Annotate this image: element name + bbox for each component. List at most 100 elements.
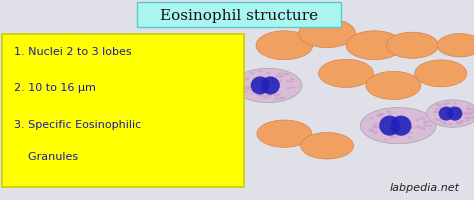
Circle shape — [466, 116, 469, 117]
Circle shape — [402, 127, 405, 128]
Circle shape — [280, 80, 283, 81]
Ellipse shape — [379, 116, 400, 136]
Circle shape — [410, 128, 414, 129]
Circle shape — [401, 126, 406, 128]
Ellipse shape — [299, 20, 356, 48]
Circle shape — [454, 103, 457, 105]
Circle shape — [452, 106, 456, 107]
Circle shape — [277, 99, 281, 100]
Circle shape — [466, 109, 472, 111]
Circle shape — [278, 73, 282, 75]
Ellipse shape — [438, 107, 454, 121]
Circle shape — [457, 111, 463, 114]
Circle shape — [473, 111, 474, 112]
Ellipse shape — [415, 61, 467, 87]
Circle shape — [281, 76, 284, 78]
Circle shape — [256, 80, 259, 82]
Circle shape — [408, 137, 412, 138]
Circle shape — [434, 108, 440, 111]
Circle shape — [403, 121, 408, 122]
Circle shape — [464, 117, 468, 119]
Circle shape — [445, 109, 450, 111]
Circle shape — [389, 128, 393, 130]
Circle shape — [466, 120, 470, 122]
Ellipse shape — [256, 32, 313, 60]
Ellipse shape — [427, 100, 474, 128]
Circle shape — [465, 118, 470, 120]
Circle shape — [462, 113, 467, 115]
Circle shape — [442, 103, 448, 106]
Circle shape — [372, 132, 378, 134]
Circle shape — [290, 81, 293, 83]
Circle shape — [470, 109, 474, 111]
Circle shape — [407, 126, 414, 129]
Circle shape — [402, 132, 407, 134]
Circle shape — [433, 111, 439, 114]
Circle shape — [394, 112, 397, 113]
Circle shape — [373, 126, 377, 128]
Circle shape — [270, 92, 275, 94]
Circle shape — [259, 81, 265, 83]
Circle shape — [290, 79, 295, 81]
Circle shape — [448, 123, 453, 125]
Circle shape — [457, 113, 463, 115]
FancyBboxPatch shape — [137, 3, 341, 28]
Circle shape — [246, 78, 250, 79]
Circle shape — [394, 135, 399, 137]
Circle shape — [244, 88, 250, 90]
Circle shape — [442, 113, 448, 115]
Circle shape — [283, 74, 289, 76]
Circle shape — [407, 132, 413, 134]
Circle shape — [378, 114, 383, 116]
Circle shape — [456, 114, 462, 116]
Circle shape — [286, 88, 291, 90]
Circle shape — [401, 122, 404, 123]
Circle shape — [275, 75, 282, 78]
Circle shape — [445, 114, 448, 115]
Circle shape — [246, 87, 251, 89]
Circle shape — [242, 91, 247, 94]
Circle shape — [437, 111, 442, 113]
Circle shape — [423, 121, 429, 124]
Circle shape — [399, 127, 403, 129]
Circle shape — [274, 98, 278, 100]
Circle shape — [404, 128, 408, 130]
Circle shape — [419, 117, 426, 120]
Circle shape — [290, 79, 294, 80]
Circle shape — [258, 71, 263, 73]
Ellipse shape — [301, 133, 354, 159]
Circle shape — [450, 107, 454, 108]
Circle shape — [369, 129, 373, 131]
Circle shape — [265, 73, 271, 75]
Circle shape — [387, 128, 392, 130]
Circle shape — [374, 123, 378, 125]
Circle shape — [439, 109, 444, 111]
Circle shape — [398, 130, 401, 132]
Circle shape — [269, 81, 274, 83]
Circle shape — [456, 121, 463, 124]
Circle shape — [244, 79, 248, 81]
Ellipse shape — [391, 116, 411, 136]
Circle shape — [447, 103, 451, 105]
Text: 3. Specific Eosinophilic: 3. Specific Eosinophilic — [14, 119, 141, 129]
Circle shape — [400, 135, 403, 137]
Text: 2. 10 to 16 μm: 2. 10 to 16 μm — [14, 83, 96, 93]
Circle shape — [256, 94, 262, 97]
Circle shape — [376, 115, 382, 118]
Circle shape — [379, 113, 384, 116]
Circle shape — [415, 119, 419, 121]
Circle shape — [372, 126, 376, 127]
Circle shape — [443, 123, 447, 125]
Circle shape — [401, 124, 405, 125]
Circle shape — [456, 115, 461, 118]
Circle shape — [267, 93, 274, 96]
Circle shape — [272, 82, 278, 85]
Ellipse shape — [447, 107, 462, 121]
Circle shape — [254, 80, 259, 82]
Ellipse shape — [360, 108, 436, 144]
Circle shape — [403, 118, 409, 120]
Circle shape — [257, 78, 261, 79]
Circle shape — [369, 118, 373, 120]
Circle shape — [272, 92, 275, 93]
Circle shape — [403, 129, 409, 132]
